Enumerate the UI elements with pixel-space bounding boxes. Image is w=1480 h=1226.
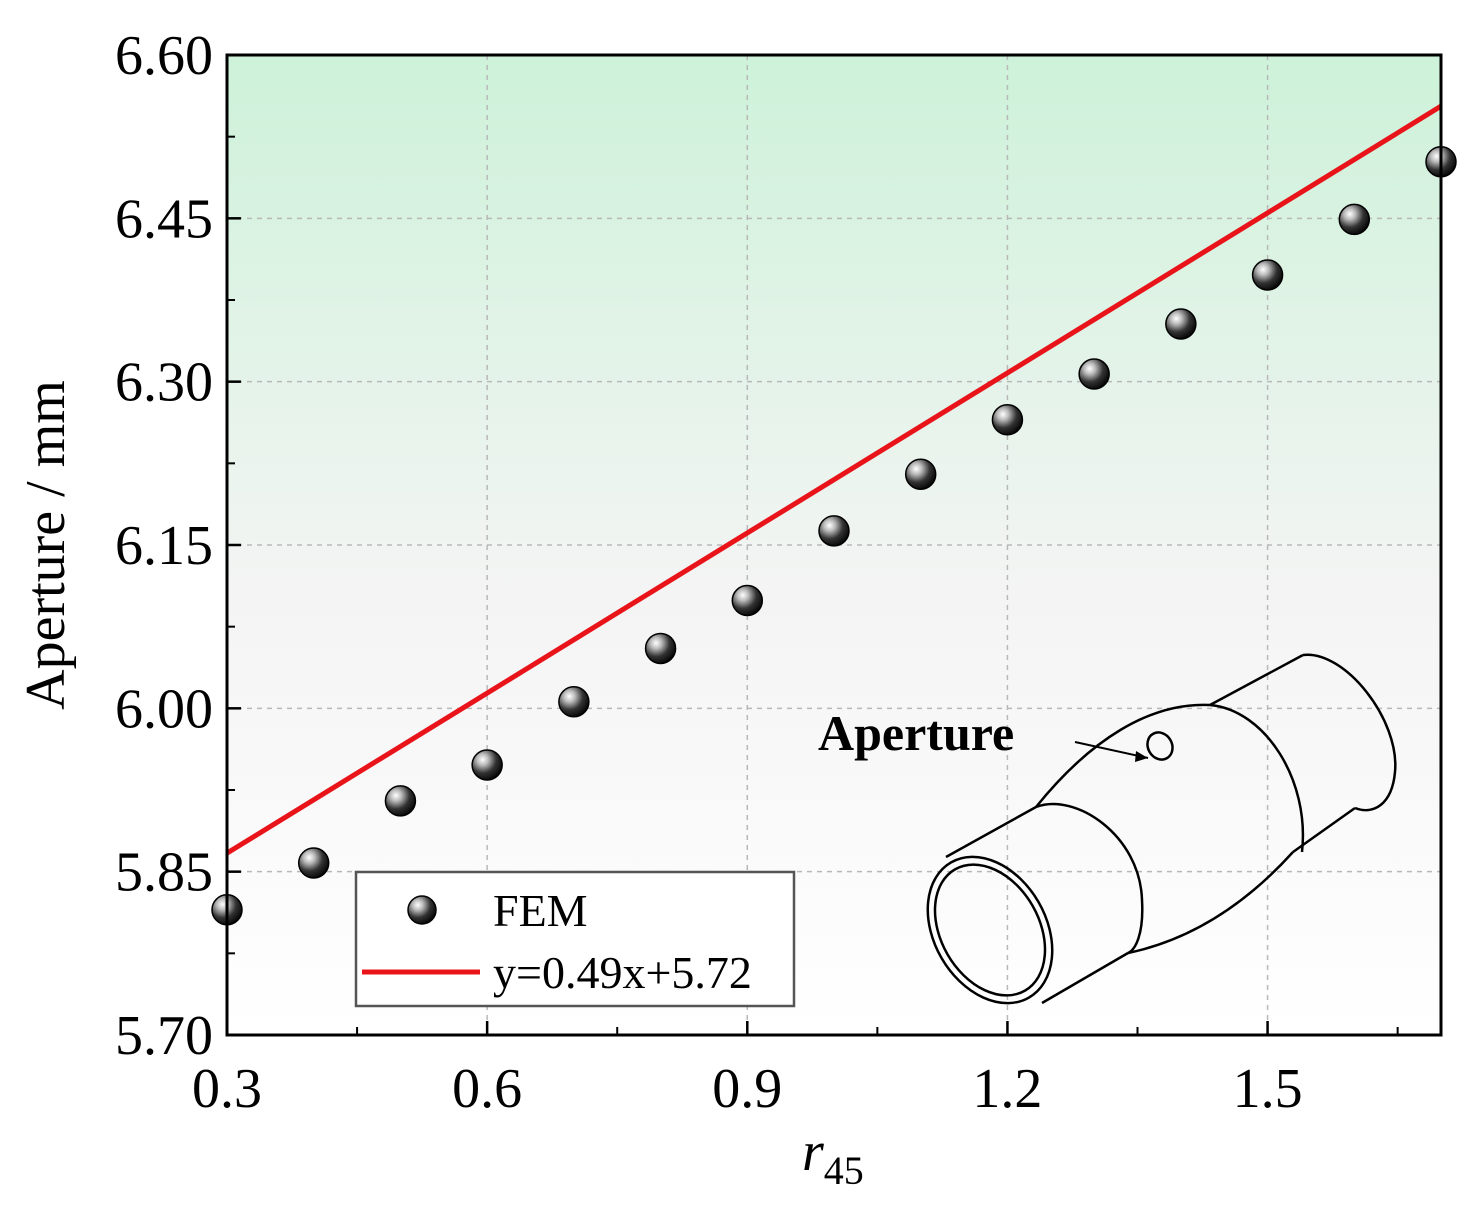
y-tick-label: 6.30 bbox=[115, 352, 213, 414]
y-tick-label: 5.85 bbox=[115, 842, 213, 904]
fem-point bbox=[644, 632, 677, 665]
ticks bbox=[225, 53, 1399, 1037]
fem-point bbox=[818, 515, 850, 547]
grid bbox=[227, 55, 1441, 1035]
legend-fit-label: y=0.49x+5.72 bbox=[493, 947, 752, 998]
x-tick-label: 1.5 bbox=[1233, 1058, 1303, 1120]
legend-box bbox=[354, 870, 796, 1008]
tube-illustration bbox=[926, 653, 1397, 1005]
x-axis-title-sub: 45 bbox=[824, 1148, 864, 1193]
fem-point bbox=[1078, 358, 1110, 390]
fem-points bbox=[211, 145, 1457, 926]
legend: FEM y=0.49x+5.72 bbox=[354, 870, 796, 1008]
fem-point bbox=[1338, 203, 1371, 236]
y-tick-label: 6.00 bbox=[115, 678, 213, 740]
fem-point bbox=[471, 749, 503, 781]
x-tick-label: 0.6 bbox=[452, 1058, 522, 1120]
x-tick-label: 0.9 bbox=[712, 1058, 782, 1120]
fem-point bbox=[1165, 308, 1197, 340]
tick-labels: 0.3 0.6 0.9 1.2 1.5 5.70 5.85 6.00 6.15 6.30 6.45 6… bbox=[115, 25, 1303, 1120]
fem-point bbox=[384, 785, 417, 817]
legend-fem-label: FEM bbox=[493, 885, 588, 936]
x-axis-title-main: r bbox=[802, 1121, 824, 1183]
y-tick-label: 6.45 bbox=[115, 188, 213, 250]
y-tick-label: 6.15 bbox=[115, 515, 213, 577]
y-tick-label: 6.60 bbox=[115, 25, 213, 87]
fem-point bbox=[991, 404, 1024, 436]
legend-fem-marker bbox=[407, 895, 437, 925]
fem-point bbox=[297, 847, 330, 879]
fem-point bbox=[558, 686, 590, 718]
inset-aperture-label: Aperture bbox=[818, 705, 1014, 761]
x-tick-label: 0.3 bbox=[192, 1058, 262, 1120]
y-axis-title: Aperture / mm bbox=[15, 380, 77, 710]
fem-point bbox=[731, 584, 764, 617]
fem-point bbox=[904, 458, 937, 490]
fit-line bbox=[225, 104, 1443, 856]
y-tick-label: 5.70 bbox=[115, 1005, 213, 1067]
x-tick-label: 1.2 bbox=[972, 1058, 1042, 1120]
plot-frame bbox=[225, 53, 1443, 1037]
fem-point bbox=[1251, 259, 1284, 291]
x-axis-title: r45 bbox=[802, 1121, 864, 1193]
fit-line-group bbox=[225, 104, 1443, 856]
